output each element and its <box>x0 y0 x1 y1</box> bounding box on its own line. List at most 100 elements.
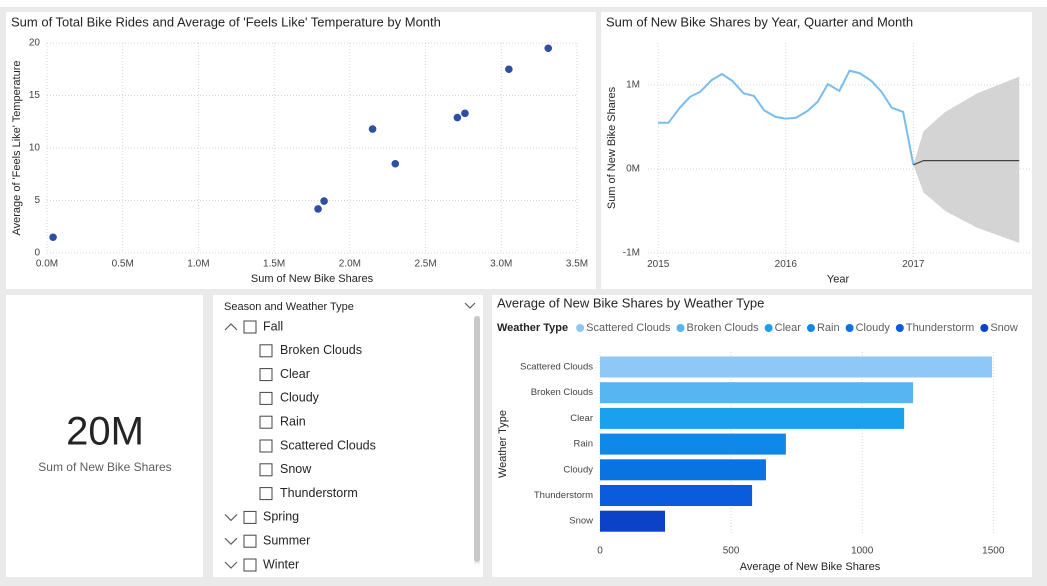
legend-marker[interactable] <box>980 324 989 332</box>
checkbox[interactable] <box>243 558 257 572</box>
y-axis-title: Weather Type <box>497 410 509 478</box>
y-tick-label: 20 <box>29 38 41 49</box>
legend-marker[interactable] <box>895 324 904 332</box>
bar[interactable] <box>600 459 766 481</box>
x-tick-label: 3.5M <box>566 259 588 270</box>
x-tick-label: 2.5M <box>414 259 436 270</box>
checkbox[interactable] <box>259 439 273 453</box>
x-tick-label: 3.0M <box>490 259 512 270</box>
scatter-point <box>320 197 328 205</box>
legend-label[interactable]: Scattered Clouds <box>586 322 671 334</box>
x-tick-label: 1000 <box>851 546 874 557</box>
checkbox[interactable] <box>259 368 273 382</box>
legend-marker[interactable] <box>845 324 854 332</box>
checkbox[interactable] <box>259 415 273 429</box>
x-tick-label: 2015 <box>647 259 670 270</box>
legend-marker[interactable] <box>576 324 585 332</box>
card-value: 20M <box>66 410 144 454</box>
y-tick-label: Snow <box>569 516 593 527</box>
y-tick-label: Scattered Clouds <box>520 362 593 373</box>
slicer-item[interactable]: Cloudy <box>280 391 320 405</box>
slicer-item[interactable]: Scattered Clouds <box>280 438 376 452</box>
legend-label[interactable]: Thunderstorm <box>906 322 974 334</box>
checkbox[interactable] <box>259 463 273 477</box>
checkbox[interactable] <box>243 510 257 524</box>
forecast-line <box>913 160 1020 166</box>
expand-chevron[interactable] <box>224 537 238 546</box>
slicer-panel[interactable] <box>213 295 483 577</box>
scatter-point <box>391 159 400 168</box>
legend-marker[interactable] <box>676 324 685 332</box>
chart-title: Sum of Total Bike Rides and Average of '… <box>11 14 441 29</box>
legend-label[interactable]: Rain <box>817 322 840 334</box>
legend-label[interactable]: Broken Clouds <box>687 322 760 334</box>
bar[interactable] <box>600 407 905 429</box>
x-axis-title: Average of New Bike Shares <box>740 561 881 573</box>
slicer-dropdown[interactable] <box>464 302 476 309</box>
y-tick-label: Thunderstorm <box>534 490 593 501</box>
x-axis-title: Sum of New Bike Shares <box>251 273 374 285</box>
x-tick-label: 0 <box>597 546 603 557</box>
checkbox[interactable] <box>259 344 273 358</box>
line-series <box>658 69 915 165</box>
scatter-point <box>314 205 322 213</box>
slicer-item[interactable]: Thunderstorm <box>280 486 358 500</box>
legend-marker[interactable] <box>806 324 815 332</box>
checkbox[interactable] <box>243 534 257 548</box>
slicer-title: Season and Weather Type <box>224 301 354 313</box>
slicer-item[interactable]: Broken Clouds <box>280 343 362 357</box>
scatter-point <box>461 109 469 118</box>
checkbox[interactable] <box>259 487 273 501</box>
scatter-point <box>368 125 377 133</box>
slicer-item[interactable]: Snow <box>280 462 312 476</box>
y-tick-label: 15 <box>29 90 41 101</box>
y-axis-title: Average of 'Feels Like' Temperature <box>11 60 23 235</box>
legend-label[interactable]: Cloudy <box>856 322 891 334</box>
expand-chevron[interactable] <box>224 561 238 569</box>
slicer-item[interactable]: Clear <box>280 367 310 381</box>
card-panel <box>6 295 203 577</box>
y-tick-label: Clear <box>570 413 593 424</box>
slicer-item[interactable]: Rain <box>280 414 306 428</box>
y-tick-label: 1M <box>626 80 640 91</box>
slicer-group[interactable]: Fall <box>263 319 283 333</box>
forecast-band <box>913 76 1020 243</box>
expand-chevron[interactable] <box>224 513 238 522</box>
slicer-group[interactable]: Spring <box>263 510 299 524</box>
scatter-point <box>49 233 57 242</box>
bar[interactable] <box>600 510 666 532</box>
bar[interactable] <box>600 433 786 455</box>
legend-marker[interactable] <box>764 324 773 332</box>
y-tick-label: 10 <box>29 143 41 154</box>
y-tick-label: -1M <box>623 248 640 259</box>
x-tick-label: 0.0M <box>36 259 58 270</box>
y-tick-label: Cloudy <box>563 464 593 475</box>
x-tick-label: 2.0M <box>339 259 361 270</box>
scatter-point <box>544 44 553 53</box>
slicer-group[interactable]: Winter <box>263 557 299 571</box>
checkbox[interactable] <box>243 320 257 334</box>
x-tick-label: 1.5M <box>263 259 285 270</box>
legend-label[interactable]: Snow <box>990 322 1018 334</box>
scatter-point <box>505 65 513 74</box>
x-tick-label: 2016 <box>775 259 798 270</box>
x-tick-label: 1500 <box>982 546 1005 557</box>
bar[interactable] <box>600 382 914 404</box>
scatter-point <box>453 113 462 122</box>
ribbon-edge <box>0 0 1047 7</box>
checkbox[interactable] <box>259 391 273 405</box>
expand-chevron[interactable] <box>224 323 238 331</box>
y-tick-label: 5 <box>34 195 40 206</box>
y-tick-label: Rain <box>573 439 593 450</box>
slicer-group[interactable]: Summer <box>263 533 310 547</box>
bar[interactable] <box>600 356 992 378</box>
bar[interactable] <box>600 485 753 506</box>
y-tick-label: 0 <box>34 248 40 259</box>
x-tick-label: 500 <box>723 546 740 557</box>
scrollbar-thumb[interactable] <box>474 316 480 562</box>
y-tick-label: Broken Clouds <box>531 387 594 398</box>
legend-label[interactable]: Clear <box>775 322 802 334</box>
y-tick-label: 0M <box>626 164 640 175</box>
scatter-panel <box>6 12 596 289</box>
chart-title: Average of New Bike Shares by Weather Ty… <box>497 295 764 310</box>
